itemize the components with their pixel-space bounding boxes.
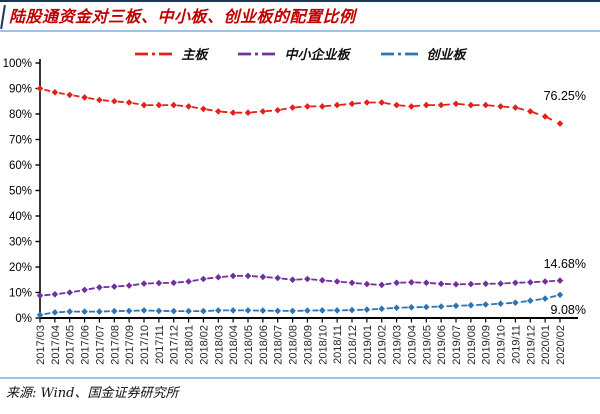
series-sme-board: [36, 272, 564, 299]
svg-text:2019/11: 2019/11: [510, 325, 522, 364]
series-chinext-board: [36, 291, 564, 319]
svg-text:2019/03: 2019/03: [392, 325, 404, 365]
legend-label: 中小企业板: [284, 48, 350, 63]
svg-text:2020/02: 2020/02: [555, 325, 567, 365]
svg-text:70%: 70%: [9, 135, 32, 147]
svg-text:2019/06: 2019/06: [436, 325, 448, 365]
legend-label: 创业板: [426, 48, 466, 63]
svg-text:2017/11: 2017/11: [154, 325, 166, 364]
svg-text:2018/12: 2018/12: [347, 325, 359, 365]
svg-text:2019/04: 2019/04: [406, 325, 418, 365]
svg-text:2018/10: 2018/10: [317, 325, 329, 365]
x-axis: 2017/03 2017/04 2017/05 2017/06 2017/07 2017/…: [35, 317, 578, 365]
svg-text:60%: 60%: [9, 160, 32, 172]
end-label-sme-board: 14.68%: [544, 257, 586, 271]
svg-text:2017/12: 2017/12: [169, 325, 181, 365]
svg-text:2019/10: 2019/10: [496, 325, 508, 365]
svg-text:2019/09: 2019/09: [481, 325, 493, 365]
dashdot-line-swatch: [238, 52, 277, 55]
svg-text:2017/03: 2017/03: [35, 325, 47, 365]
svg-text:20%: 20%: [9, 262, 32, 274]
svg-text:2020/01: 2020/01: [540, 325, 552, 365]
svg-text:2018/06: 2018/06: [258, 325, 270, 365]
top-border: [0, 0, 600, 2]
svg-text:30%: 30%: [9, 237, 32, 249]
footer-divider: [0, 377, 600, 379]
svg-text:2018/08: 2018/08: [288, 325, 300, 365]
svg-text:2017/04: 2017/04: [50, 325, 62, 365]
end-label-chinext-board: 9.08%: [551, 303, 586, 317]
svg-text:40%: 40%: [9, 211, 32, 223]
svg-text:100%: 100%: [3, 58, 32, 70]
svg-text:2019/07: 2019/07: [451, 325, 463, 365]
svg-text:2018/09: 2018/09: [302, 325, 314, 365]
legend-item-chinext-board: 创业板: [380, 44, 466, 63]
dashdot-line-swatch: [135, 52, 174, 55]
svg-text:0%: 0%: [15, 313, 32, 325]
series-main-board: [36, 85, 564, 127]
svg-text:2018/05: 2018/05: [243, 325, 255, 365]
svg-text:2019/05: 2019/05: [421, 325, 433, 365]
legend-item-main-board: 主板: [134, 44, 207, 63]
svg-text:2018/01: 2018/01: [184, 325, 196, 365]
legend-item-sme-board: 中小企业板: [237, 44, 350, 63]
svg-text:2019/02: 2019/02: [377, 325, 389, 365]
svg-text:90%: 90%: [9, 84, 32, 96]
svg-text:2017/08: 2017/08: [109, 325, 121, 365]
end-label-main-board: 76.25%: [544, 89, 586, 103]
svg-text:2018/07: 2018/07: [273, 325, 285, 365]
svg-text:2019/08: 2019/08: [466, 325, 478, 365]
svg-text:50%: 50%: [9, 186, 32, 198]
y-axis: 0% 10% 20% 30% 40% 50% 60% 70% 80% 90% 100%: [3, 58, 41, 325]
svg-text:2017/05: 2017/05: [65, 325, 77, 365]
figure-title: 陆股通资金对三板、中小板、创业板的配置比例: [9, 7, 356, 26]
svg-text:80%: 80%: [9, 109, 32, 121]
chart-legend: 主板 中小企业板 创业板: [0, 44, 600, 63]
svg-text:2018/02: 2018/02: [198, 325, 210, 365]
dashdot-line-swatch: [380, 52, 419, 55]
svg-text:2017/06: 2017/06: [80, 325, 92, 365]
svg-text:2018/04: 2018/04: [228, 325, 240, 365]
svg-text:2019/01: 2019/01: [362, 325, 374, 365]
svg-text:2017/09: 2017/09: [124, 325, 136, 365]
svg-text:2017/10: 2017/10: [139, 325, 151, 365]
svg-text:2019/12: 2019/12: [525, 325, 537, 365]
legend-label: 主板: [181, 48, 208, 63]
svg-text:2018/11: 2018/11: [332, 325, 344, 364]
source-note: 来源: Wind、国金证券研究所: [6, 386, 179, 401]
svg-text:2018/03: 2018/03: [213, 325, 225, 365]
svg-text:10%: 10%: [9, 288, 32, 300]
header-divider: [0, 30, 600, 32]
svg-text:2017/07: 2017/07: [94, 325, 106, 365]
